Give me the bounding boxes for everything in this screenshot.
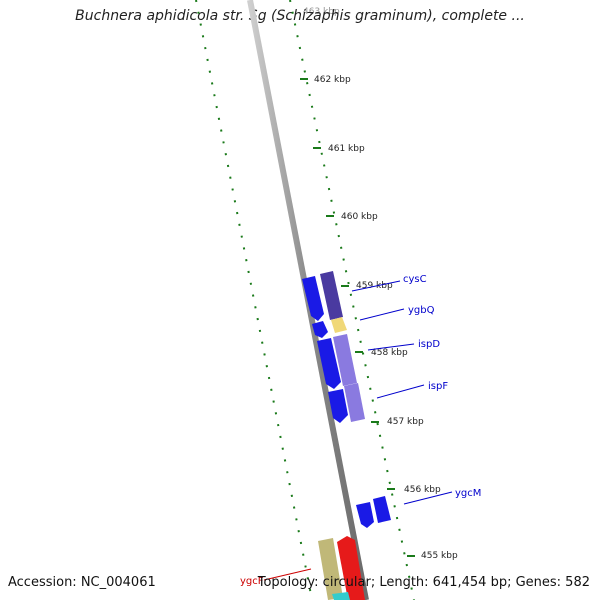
gene-label-ispF[interactable]: ispF [428, 381, 448, 392]
tick-label-461: 461 kbp [328, 144, 365, 154]
gene-label-ygcF[interactable]: ygcF [240, 576, 264, 587]
gene-label-ygbQ[interactable]: ygbQ [408, 305, 435, 316]
map-title: Buchnera aphidicola str. Sg (Schizaphis … [75, 8, 525, 24]
feature-box-ygcM[interactable] [373, 496, 391, 523]
tick-label-456: 456 kbp [404, 485, 441, 495]
cds-arrow-reverse[interactable] [337, 536, 365, 600]
feature-box-ygbQ[interactable] [331, 317, 347, 333]
feature-box-ispF[interactable] [344, 383, 365, 422]
tick-label-460: 460 kbp [341, 212, 378, 222]
tick-label-457: 457 kbp [387, 417, 424, 427]
feature-box-ispD[interactable] [333, 334, 357, 386]
gene-label-ygcM[interactable]: ygcM [455, 488, 481, 499]
cds-arrow-ispF[interactable] [328, 389, 348, 423]
feature-box-cyan[interactable] [332, 592, 350, 600]
tick-label-462: 462 kbp [314, 75, 351, 85]
accession-text: Accession: NC_004061 [8, 575, 156, 590]
cds-arrow-cysC[interactable] [302, 276, 324, 321]
cds-arrow-ygbQ[interactable] [312, 321, 328, 338]
gene-label-ispD[interactable]: ispD [418, 339, 440, 350]
tick-label-463: 463 kbp [303, 7, 340, 17]
cds-arrow-ispD[interactable] [317, 338, 341, 389]
genome-summary-text: Topology: circular; Length: 641,454 bp; … [257, 575, 590, 590]
major-tick-marks [300, 78, 415, 557]
tick-label-455: 455 kbp [421, 551, 458, 561]
feature-box-cysC[interactable] [320, 271, 343, 320]
inner-dotted-track [195, 0, 313, 600]
leader-lines [263, 280, 453, 581]
tick-label-458: 458 kbp [371, 348, 408, 358]
cds-arrow-ygcM[interactable] [356, 502, 374, 528]
feature-box-olive[interactable] [318, 538, 343, 600]
gene-label-cysC[interactable]: cysC [403, 274, 427, 285]
